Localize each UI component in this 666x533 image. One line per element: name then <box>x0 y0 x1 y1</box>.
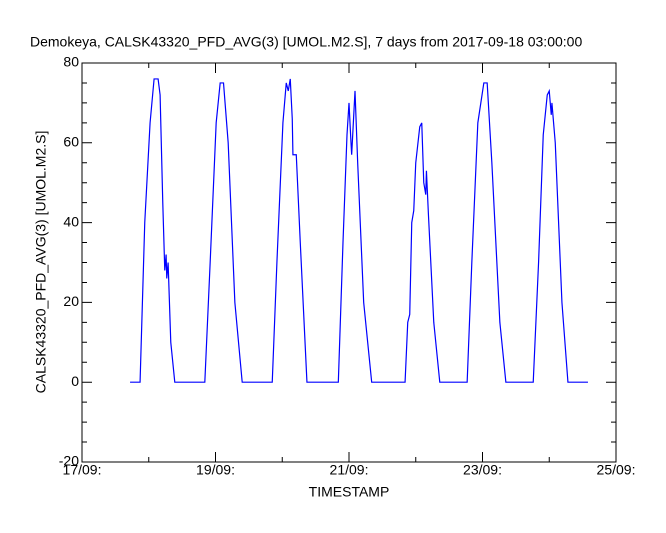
y-tick-label: -20 <box>59 453 79 469</box>
y-tick-label: 40 <box>63 213 79 229</box>
x-tick-label: 17/09: <box>63 462 102 478</box>
x-axis-label: TIMESTAMP <box>309 484 390 500</box>
x-tick-label: 19/09: <box>196 462 235 478</box>
data-line <box>130 78 588 383</box>
x-tick-label: 21/09: <box>330 462 369 478</box>
plot-frame <box>81 62 617 463</box>
y-axis-label: CALSK43320_PFD_AVG(3) [UMOL.M2.S] <box>33 131 49 394</box>
y-tick-label: 60 <box>63 134 79 150</box>
y-tick-label: 20 <box>63 293 79 309</box>
chart-title: Demokeya, CALSK43320_PFD_AVG(3) [UMOL.M2… <box>30 34 582 50</box>
y-tick-label: 0 <box>71 373 79 389</box>
x-tick-label: 23/09: <box>463 462 502 478</box>
y-tick-label: 80 <box>63 54 79 70</box>
x-tick-label: 25/09: <box>597 462 636 478</box>
